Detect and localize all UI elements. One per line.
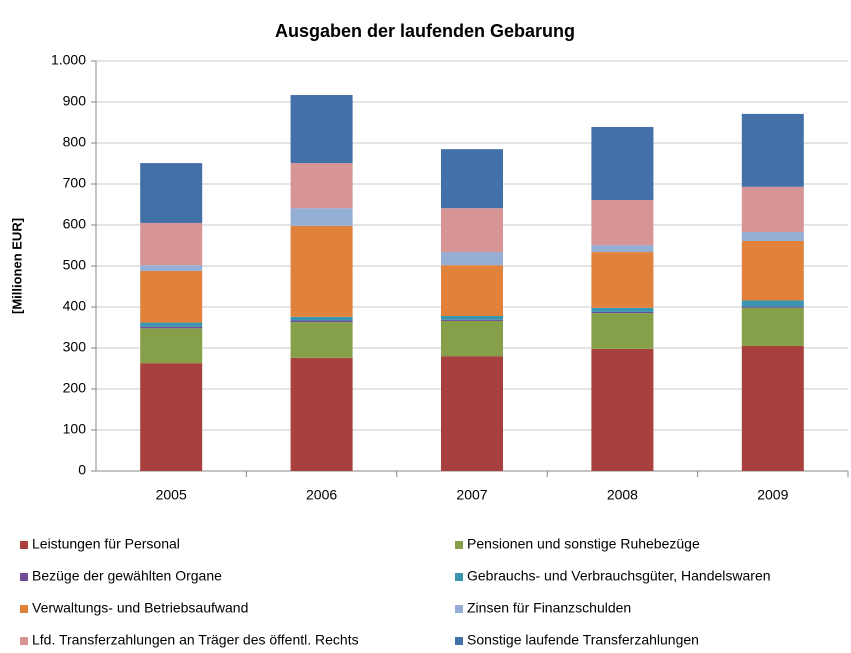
bar-segment [140, 222, 203, 266]
y-tick-label: 0 [78, 462, 86, 478]
legend-swatch [455, 541, 463, 549]
y-tick-label: 900 [63, 93, 87, 109]
bar-segment [441, 356, 503, 471]
bar-segment [591, 311, 654, 314]
legend-label: Verwaltungs- und Betriebsaufwand [32, 600, 248, 616]
legend-label: Gebrauchs- und Verbrauchsgüter, Handelsw… [467, 568, 771, 584]
legend-label: Sonstige laufende Transferzahlungen [467, 632, 699, 648]
bar-segment [591, 348, 654, 471]
bar-segment [741, 300, 804, 307]
bar-segment [591, 252, 654, 308]
bar-segment [140, 270, 203, 323]
bar-segment [140, 322, 203, 327]
legend-swatch [20, 605, 28, 613]
legend-swatch [455, 573, 463, 581]
bar-segment [290, 208, 353, 226]
x-tick-label: 2009 [757, 487, 788, 503]
bar-segment [140, 163, 203, 223]
y-tick-label: 300 [63, 339, 87, 355]
y-axis-label: [Millionen EUR] [9, 218, 24, 314]
bar-segment [741, 307, 804, 346]
legend-label: Lfd. Transferzahlungen an Träger des öff… [32, 632, 359, 648]
y-tick-label: 200 [63, 380, 87, 396]
x-tick-label: 2007 [456, 487, 487, 503]
bar-segment [441, 252, 503, 266]
y-tick-label: 600 [63, 216, 87, 232]
y-tick-label: 800 [63, 134, 87, 150]
bar-segment [290, 225, 353, 317]
bar-segment [741, 231, 804, 241]
bar-segment [441, 265, 503, 317]
bar-segment [140, 328, 203, 364]
bar-segment [290, 163, 353, 209]
bar-segment [591, 199, 654, 246]
legend-swatch [455, 637, 463, 645]
bar-segment [140, 326, 203, 329]
bar-segment [441, 316, 503, 320]
legend-label: Leistungen für Personal [32, 536, 180, 552]
bar-segment [290, 316, 353, 321]
bar-segment [591, 245, 654, 253]
y-tick-label: 700 [63, 175, 87, 191]
bar-segment [591, 307, 654, 312]
legend-swatch [20, 637, 28, 645]
y-tick-label: 1.000 [51, 52, 86, 68]
bar-segment [290, 322, 353, 358]
y-tick-label: 100 [63, 421, 87, 437]
bar-segment [140, 265, 203, 271]
legend-swatch [20, 573, 28, 581]
bar-segment [441, 208, 503, 253]
bar-segment [441, 149, 503, 209]
x-tick-label: 2008 [607, 487, 638, 503]
bar-segment [591, 127, 654, 200]
y-tick-label: 400 [63, 298, 87, 314]
bar-segment [441, 319, 503, 321]
legend-label: Pensionen und sonstige Ruhebezüge [467, 536, 700, 552]
bar-segment [290, 95, 353, 164]
x-tick-label: 2005 [156, 487, 187, 503]
bar-segment [741, 186, 804, 232]
y-tick-label: 500 [63, 257, 87, 273]
legend-label: Bezüge der gewählten Organe [32, 568, 222, 584]
bar-segment [290, 357, 353, 471]
bar-segment [591, 313, 654, 349]
x-tick-label: 2006 [306, 487, 337, 503]
bar-segment [741, 240, 804, 301]
bar-segment [140, 363, 203, 471]
legend-swatch [20, 541, 28, 549]
bar-segment [441, 320, 503, 357]
legend-swatch [455, 605, 463, 613]
legend-label: Zinsen für Finanzschulden [467, 600, 631, 616]
chart-title: Ausgaben der laufenden Gebarung [275, 21, 575, 41]
bar-segment [741, 113, 804, 187]
bar-segment [741, 345, 804, 471]
bar-segment [741, 306, 804, 308]
bar-segment [290, 320, 353, 323]
